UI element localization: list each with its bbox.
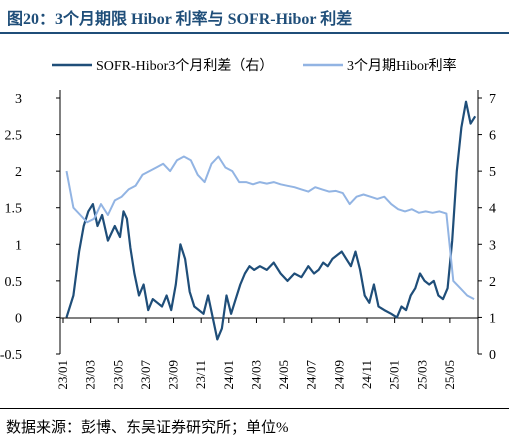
- left-tick-label: 2: [15, 165, 22, 180]
- legend-label-hibor: 3个月期Hibor利率: [347, 57, 457, 74]
- x-tick-label: 24/09: [331, 360, 346, 390]
- right-tick-label: 4: [489, 202, 496, 217]
- x-tick-label: 23/05: [110, 360, 125, 390]
- chart-canvas: SOFR-Hibor3个月利差（右） 3个月期Hibor利率 -0.5 0 0.5 1…: [0, 57, 496, 390]
- x-tick-label: 23/07: [138, 360, 153, 390]
- source-note: 数据来源：彭博、东吴证券研究所；单位%: [6, 420, 289, 436]
- right-tick-label: 0: [489, 348, 496, 363]
- legend-label-spread: SOFR-Hibor3个月利差（右）: [96, 58, 273, 74]
- series-line-hibor: [65, 155, 475, 300]
- x-tick-label: 24/05: [276, 360, 291, 390]
- left-tick-label: 1.5: [5, 202, 23, 217]
- x-tick-label: 24/07: [304, 360, 319, 390]
- right-tick-label: 1: [489, 311, 496, 326]
- left-axis-ticks: -0.5 0 0.5 1 1.5 2 2.5 3: [0, 92, 60, 363]
- left-tick-label: 2.5: [5, 129, 23, 144]
- x-tick-label: 23/11: [193, 360, 208, 389]
- series-line-spread: [65, 100, 477, 341]
- left-tick-label: 3: [15, 92, 22, 107]
- right-tick-label: 6: [489, 129, 496, 144]
- left-tick-label: 0.5: [5, 275, 23, 290]
- x-tick-label: 25/01: [387, 360, 402, 390]
- x-tick-label: 24/11: [359, 360, 374, 389]
- right-axis-ticks: 0 1 2 3 4 5 6 7: [478, 92, 496, 363]
- source-divider: [0, 408, 509, 409]
- right-tick-label: 5: [489, 165, 496, 180]
- series-lines: [65, 100, 477, 341]
- x-tick-label: 24/03: [248, 360, 263, 390]
- left-tick-label: -0.5: [0, 348, 22, 363]
- x-axis-ticks: 23/01 23/03 23/05 23/07 23/09 23/11 24/01 24/03…: [55, 318, 457, 390]
- left-tick-label: 1: [15, 238, 22, 253]
- x-tick-label: 25/05: [442, 360, 457, 390]
- right-tick-label: 3: [489, 238, 496, 253]
- chart-title: 图20：3个月期限 Hibor 利率与 SOFR-Hibor 利差: [7, 11, 353, 28]
- x-tick-label: 25/03: [414, 360, 429, 390]
- right-tick-label: 2: [489, 275, 496, 290]
- x-tick-label: 24/01: [221, 360, 236, 390]
- left-tick-label: 0: [15, 311, 22, 326]
- right-tick-label: 7: [489, 92, 496, 107]
- x-tick-label: 23/03: [83, 360, 98, 390]
- title-divider: [0, 32, 509, 34]
- x-tick-label: 23/01: [55, 360, 70, 390]
- x-tick-label: 23/09: [166, 360, 181, 390]
- legend: SOFR-Hibor3个月利差（右） 3个月期Hibor利率: [52, 57, 457, 74]
